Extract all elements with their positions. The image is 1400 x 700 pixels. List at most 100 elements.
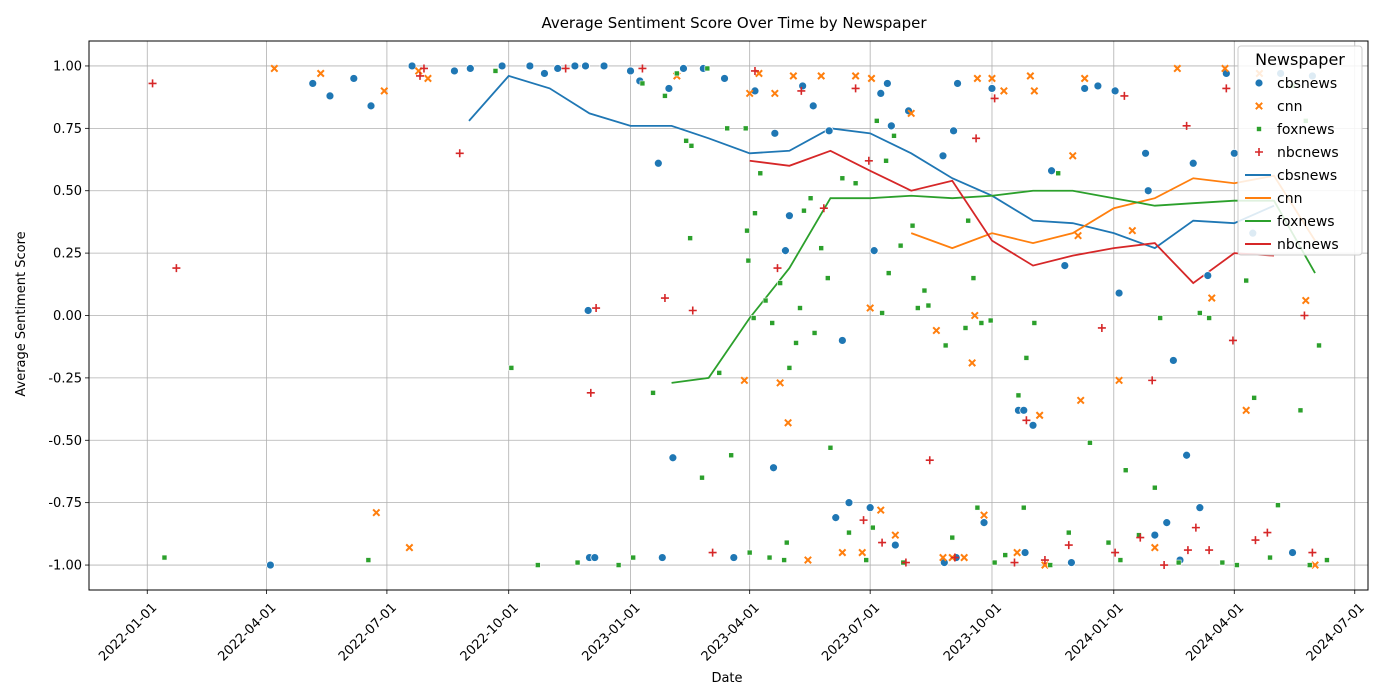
point-nbcnews: [660, 294, 669, 303]
point-nbcnews: [859, 516, 868, 525]
point-cbsnews: [769, 463, 778, 473]
y-tick-label: -0.75: [48, 496, 82, 511]
point-cbsnews: [540, 69, 549, 78]
y-tick-label: -0.25: [48, 371, 82, 386]
point-foxnews: [1031, 320, 1038, 326]
point-foxnews: [744, 227, 750, 234]
point-foxnews: [688, 143, 695, 149]
point-foxnews: [1065, 529, 1072, 536]
point-nbcnews: [416, 71, 425, 80]
point-nbcnews: [561, 64, 570, 73]
point-cnn: [1030, 87, 1039, 95]
point-cbsnews: [876, 89, 886, 98]
legend-label-cbsnews: cbsnews: [1277, 76, 1337, 92]
line-nbcnews: [749, 149, 1275, 285]
point-nbcnews: [638, 64, 647, 73]
point-cnn: [380, 87, 389, 95]
point-foxnews: [818, 245, 824, 251]
point-cnn: [740, 376, 749, 385]
point-cnn: [804, 556, 812, 564]
point-cbsnews: [465, 64, 475, 73]
point-cnn: [1242, 406, 1251, 415]
point-nbcnews: [1064, 541, 1073, 550]
chart-title: Average Sentiment Score Over Time by New…: [541, 14, 927, 32]
point-cbsnews: [1141, 148, 1150, 158]
point-foxnews: [873, 118, 880, 124]
point-cbsnews: [657, 553, 667, 562]
point-cnn: [1311, 561, 1319, 569]
point-foxnews: [704, 65, 711, 72]
point-cnn: [960, 553, 969, 562]
point-foxnews: [535, 562, 541, 568]
point-foxnews: [786, 365, 793, 371]
legend-label-nbcnews: nbcnews: [1277, 145, 1339, 161]
point-nbcnews: [819, 204, 828, 213]
point-cnn: [1013, 548, 1022, 557]
point-foxnews: [724, 125, 730, 132]
point-foxnews: [965, 217, 971, 224]
point-cnn: [1207, 294, 1216, 302]
point-cbsnews: [525, 61, 535, 71]
legend-label-line-nbcnews: nbcnews: [1277, 237, 1339, 253]
point-cbsnews: [349, 74, 359, 83]
point-cnn: [858, 548, 867, 557]
point-nbcnews: [1222, 84, 1231, 93]
point-foxnews: [757, 170, 764, 177]
legend-label-cnn: cnn: [1277, 99, 1302, 115]
point-foxnews: [1175, 559, 1182, 566]
point-nbcnews: [1191, 523, 1200, 532]
point-cnn: [1301, 296, 1310, 305]
point-cbsnews: [844, 498, 854, 508]
point-cnn: [968, 359, 977, 367]
point-cbsnews: [1150, 530, 1160, 540]
point-nbcnews: [1148, 376, 1157, 385]
y-tick-label: -1.00: [48, 559, 82, 574]
point-foxnews: [885, 270, 892, 276]
point-cnn: [1173, 64, 1182, 73]
point-foxnews: [1234, 562, 1240, 568]
point-nbcnews: [773, 264, 782, 273]
point-cbsnews: [882, 79, 892, 88]
y-tick-label: 0.75: [53, 122, 82, 137]
point-foxnews: [1316, 342, 1322, 349]
point-nbcnews: [1160, 561, 1169, 570]
legend-label-line-cnn: cnn: [1277, 191, 1302, 207]
point-foxnews: [1275, 502, 1281, 508]
point-foxnews: [769, 320, 775, 326]
point-foxnews: [1015, 392, 1022, 399]
point-foxnews: [925, 302, 932, 309]
point-foxnews: [574, 559, 581, 566]
point-cbsnews: [265, 560, 275, 570]
point-cbsnews: [581, 61, 590, 71]
point-nbcnews: [455, 149, 464, 158]
point-foxnews: [777, 280, 783, 286]
point-foxnews: [674, 70, 680, 77]
point-cnn: [970, 311, 979, 320]
point-nbcnews: [1010, 558, 1019, 567]
point-nbcnews: [1183, 546, 1192, 555]
point-nbcnews: [1136, 533, 1145, 542]
x-axis-label: Date: [711, 671, 742, 686]
point-nbcnews: [990, 94, 999, 103]
point-cbsnews: [653, 158, 663, 168]
point-cbsnews: [570, 61, 580, 71]
legend: Newspaper cbsnews cnn foxnews nbcnews cbsnews…: [1237, 45, 1363, 256]
legend-label-line-cbsnews: cbsnews: [1277, 168, 1337, 184]
point-nbcnews: [1300, 311, 1309, 320]
point-cnn: [1080, 74, 1089, 83]
legend-label-line-foxnews: foxnews: [1277, 214, 1335, 230]
point-cnn: [980, 511, 988, 520]
point-cnn: [1115, 376, 1123, 385]
point-cbsnews: [366, 101, 376, 111]
point-cbsnews: [626, 66, 635, 76]
point-nbcnews: [1120, 91, 1129, 100]
point-foxnews: [991, 559, 998, 566]
point-foxnews: [783, 539, 790, 546]
point-foxnews: [863, 557, 869, 563]
point-nbcnews: [878, 538, 887, 547]
point-foxnews: [801, 207, 807, 214]
point-nbcnews: [592, 304, 601, 313]
point-nbcnews: [148, 79, 157, 88]
point-cbsnews: [668, 453, 678, 463]
point-cbsnews: [1080, 84, 1090, 93]
